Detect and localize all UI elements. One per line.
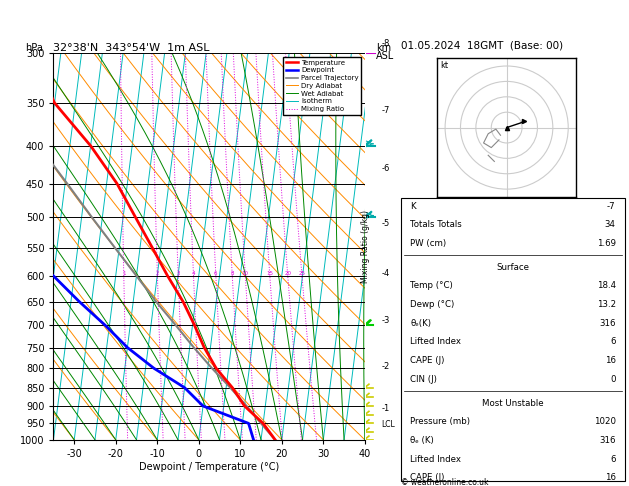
Text: -6: -6: [382, 164, 390, 174]
Legend: Temperature, Dewpoint, Parcel Trajectory, Dry Adiabat, Wet Adiabat, Isotherm, Mi: Temperature, Dewpoint, Parcel Trajectory…: [283, 57, 361, 115]
Text: 15: 15: [266, 271, 274, 276]
Text: 6: 6: [214, 271, 218, 276]
Text: 16: 16: [604, 473, 616, 482]
Text: Surface: Surface: [496, 263, 530, 272]
Text: 13.2: 13.2: [596, 300, 616, 309]
Text: 01.05.2024  18GMT  (Base: 00): 01.05.2024 18GMT (Base: 00): [401, 41, 564, 51]
Text: CIN (J): CIN (J): [410, 375, 437, 384]
Text: θₑ (K): θₑ (K): [410, 436, 434, 445]
Text: 10: 10: [242, 271, 249, 276]
Text: -7: -7: [607, 202, 616, 211]
Text: 20: 20: [284, 271, 291, 276]
Text: -8: -8: [382, 39, 390, 48]
Text: 2: 2: [155, 271, 159, 276]
Text: K: K: [410, 202, 416, 211]
Text: 34: 34: [604, 220, 616, 229]
Text: -2: -2: [382, 362, 390, 371]
Text: 6: 6: [610, 454, 616, 464]
Text: 316: 316: [599, 436, 616, 445]
Text: 8: 8: [230, 271, 234, 276]
Text: -5: -5: [382, 219, 390, 228]
Text: 316: 316: [599, 319, 616, 328]
Text: Most Unstable: Most Unstable: [482, 399, 543, 408]
Text: PW (cm): PW (cm): [410, 239, 447, 248]
Text: 25: 25: [299, 271, 306, 276]
Text: 18.4: 18.4: [596, 281, 616, 291]
Text: 6: 6: [610, 337, 616, 347]
Text: 1020: 1020: [594, 417, 616, 426]
Text: -4: -4: [382, 269, 390, 278]
Text: 1.69: 1.69: [597, 239, 616, 248]
Text: Mixing Ratio (g/kg): Mixing Ratio (g/kg): [360, 210, 370, 283]
X-axis label: Dewpoint / Temperature (°C): Dewpoint / Temperature (°C): [139, 462, 279, 471]
Text: kt: kt: [440, 61, 448, 70]
Text: hPa: hPa: [25, 43, 43, 53]
Text: Pressure (mb): Pressure (mb): [410, 417, 470, 426]
Text: 3: 3: [177, 271, 180, 276]
Text: 1: 1: [122, 271, 126, 276]
Text: LCL: LCL: [382, 419, 396, 429]
Text: Temp (°C): Temp (°C): [410, 281, 453, 291]
Text: Dewp (°C): Dewp (°C): [410, 300, 455, 309]
Text: Lifted Index: Lifted Index: [410, 337, 461, 347]
Text: 4: 4: [192, 271, 195, 276]
Text: -7: -7: [382, 105, 390, 115]
Text: 0: 0: [610, 375, 616, 384]
Text: CAPE (J): CAPE (J): [410, 356, 445, 365]
Text: 16: 16: [604, 356, 616, 365]
Text: © weatheronline.co.uk: © weatheronline.co.uk: [401, 478, 489, 486]
Text: km: km: [376, 43, 391, 52]
Text: -1: -1: [382, 404, 390, 414]
Text: Lifted Index: Lifted Index: [410, 454, 461, 464]
Text: Totals Totals: Totals Totals: [410, 220, 462, 229]
Text: 32°38'N  343°54'W  1m ASL: 32°38'N 343°54'W 1m ASL: [53, 43, 210, 53]
Text: -3: -3: [382, 316, 390, 325]
Text: θₑ(K): θₑ(K): [410, 319, 431, 328]
Text: CAPE (J): CAPE (J): [410, 473, 445, 482]
Text: ASL: ASL: [376, 52, 394, 61]
